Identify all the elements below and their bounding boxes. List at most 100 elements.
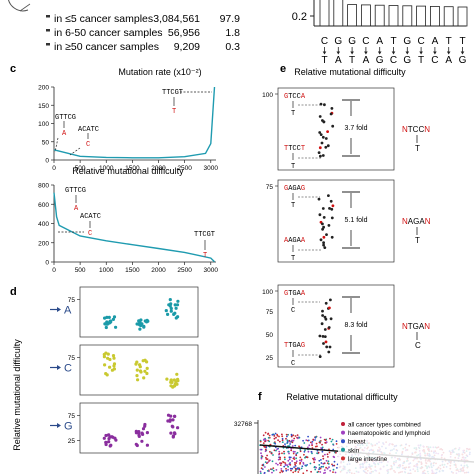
- data-dot: [321, 207, 325, 210]
- y-tick-label: 75: [68, 413, 76, 420]
- data-dot: [317, 197, 321, 201]
- data-dot: [322, 120, 326, 124]
- scatter-point: [326, 453, 329, 456]
- bar: [388, 5, 399, 27]
- data-dot: [325, 233, 328, 237]
- scatter-point: [271, 460, 274, 463]
- data-dot: [327, 326, 331, 329]
- data-dot: [112, 367, 116, 371]
- scatter-point: [316, 471, 319, 474]
- sample-row-count: 3,084,561: [153, 13, 200, 25]
- relative-difficulty-title: Relative mutational difficulty: [72, 166, 184, 176]
- data-dot: [319, 154, 322, 158]
- bar: [360, 4, 371, 27]
- y-tick-label: 75: [68, 297, 76, 304]
- scatter-point: [282, 461, 285, 464]
- scatter-point: [313, 457, 316, 459]
- data-dot: [138, 327, 142, 331]
- scatter-point: [336, 467, 338, 469]
- scatter-point: [314, 436, 317, 439]
- panel-letter-c: c: [10, 63, 16, 75]
- scatter-point: [261, 464, 264, 467]
- seq-bottom-letter: G: [459, 55, 467, 66]
- scatter-point: [284, 463, 287, 466]
- data-dot: [331, 204, 335, 208]
- data-dot: [173, 303, 177, 307]
- scatter-point: [311, 444, 313, 447]
- mutation-rate-title: Mutation rate (x10⁻²): [118, 67, 201, 77]
- y-tick-label: 50: [42, 139, 50, 146]
- scatter-point: [276, 463, 279, 466]
- scatter-point: [279, 471, 281, 474]
- data-dot: [166, 312, 170, 316]
- bar: [443, 6, 454, 27]
- data-dot: [323, 246, 327, 250]
- data-dot: [138, 363, 142, 367]
- scatter-point: [328, 466, 330, 469]
- scatter-point: [264, 448, 267, 451]
- scatter-point: [334, 471, 337, 474]
- data-dot: [321, 154, 325, 157]
- scatter-point: [308, 444, 311, 447]
- scatter-point: [264, 450, 267, 453]
- scatter-point: [260, 457, 263, 460]
- scatter-point: [335, 443, 338, 445]
- data-dot: [143, 424, 147, 428]
- scatter-point: [299, 456, 302, 459]
- scatter-point: [321, 446, 324, 449]
- scatter-point: [260, 452, 262, 455]
- data-dot: [137, 434, 141, 438]
- bar: [374, 4, 385, 27]
- block-frame: [277, 179, 395, 263]
- scatter-point: [281, 452, 283, 455]
- data-dot: [319, 133, 323, 137]
- scatter-point: [291, 441, 294, 444]
- scatter-point: [284, 443, 286, 445]
- sample-row-label: in ≥50 cancer samples: [54, 41, 159, 53]
- scatter-point: [318, 464, 321, 466]
- seq-top-letter: A: [376, 36, 383, 47]
- data-dot: [172, 414, 177, 418]
- data-dot: [330, 107, 334, 110]
- data-dot: [169, 302, 173, 306]
- data-dot: [140, 322, 144, 326]
- scatter-point: [260, 454, 263, 457]
- scatter-point: [288, 456, 291, 459]
- arrow-head-icon: [57, 365, 61, 370]
- y-tick-label: 25: [68, 438, 76, 445]
- scatter-point: [307, 435, 309, 438]
- arrow-head-icon: [460, 51, 465, 55]
- motif-gttcg-ctx: GTTCG: [55, 114, 76, 122]
- scatter-point: [311, 452, 313, 455]
- scatter-point: [326, 467, 329, 470]
- scatter-point: [259, 470, 262, 473]
- scatter-point: [286, 441, 289, 444]
- scatter-point: [294, 463, 296, 466]
- scatter-point: [323, 469, 326, 471]
- sample-row-pct: 97.9: [220, 13, 241, 25]
- y-tick-label: 150: [38, 103, 49, 110]
- dot-plot-C: 75C: [50, 344, 199, 396]
- x-tick-label: 0: [52, 267, 56, 274]
- fold-change-label: 3.7 fold: [345, 125, 368, 132]
- data-dot: [107, 437, 111, 441]
- scatter-point: [304, 449, 306, 452]
- scatter-point: [279, 458, 281, 461]
- panel-e: e Relative mutational difficulty 100 GTCC…: [262, 63, 431, 368]
- scatter-point: [327, 463, 330, 465]
- scatter-point: [287, 468, 289, 471]
- scatter-point: [295, 453, 298, 455]
- scatter-point: [312, 457, 314, 460]
- scatter-point: [310, 470, 312, 473]
- sample-row-count: 56,956: [168, 27, 200, 39]
- data-dot: [321, 309, 324, 313]
- scatter-point: [287, 450, 290, 453]
- scatter-point: [288, 445, 291, 447]
- data-dot: [318, 146, 322, 150]
- scatter-point: [298, 436, 301, 439]
- arrow-head-icon: [405, 51, 410, 55]
- scatter-point: [296, 468, 299, 470]
- y-tick-label: 200: [38, 240, 49, 247]
- data-dot: [326, 144, 330, 148]
